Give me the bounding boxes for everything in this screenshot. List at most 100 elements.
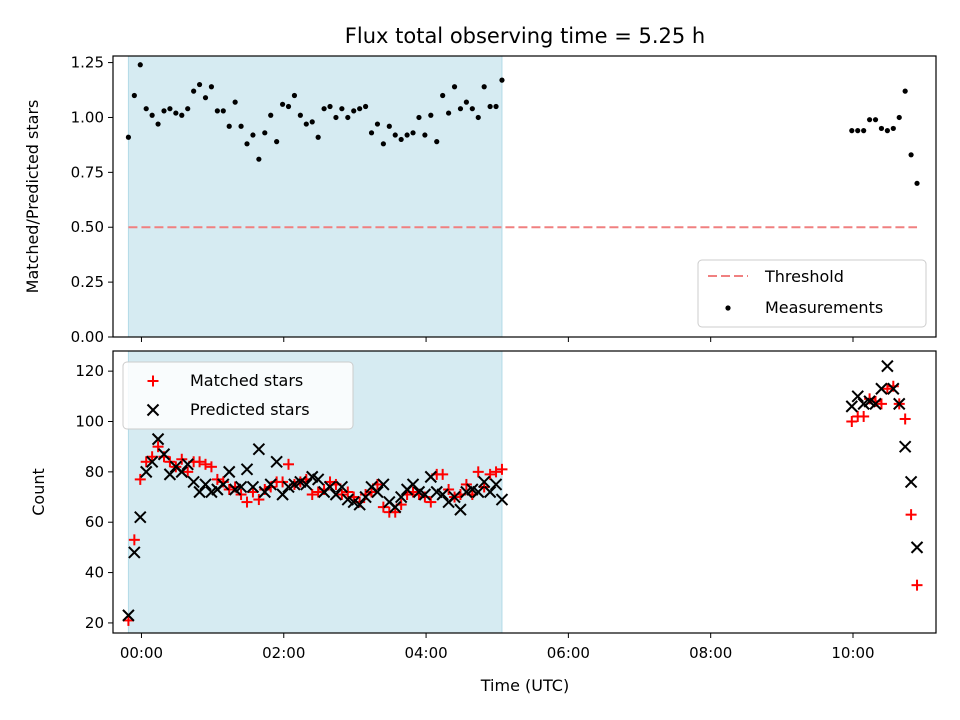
matched-legend-swatch bbox=[147, 375, 159, 387]
x-tick-label: 00:00 bbox=[120, 644, 163, 662]
measurement-point bbox=[493, 103, 499, 110]
marker-stroke bbox=[234, 480, 248, 494]
measurement-point bbox=[440, 92, 446, 99]
matched-point bbox=[312, 486, 324, 498]
marker-stroke bbox=[371, 485, 384, 499]
measurement-point bbox=[137, 62, 143, 68]
marker-stroke bbox=[146, 403, 160, 417]
measurement-point bbox=[214, 108, 220, 114]
marker-stroke bbox=[893, 397, 906, 411]
marker-stroke bbox=[311, 473, 325, 486]
predicted-point bbox=[234, 480, 248, 494]
matched-point bbox=[425, 496, 437, 508]
measurement-point bbox=[872, 117, 879, 123]
measurement-point bbox=[202, 95, 209, 101]
measurement-point bbox=[155, 121, 161, 127]
measurement-point bbox=[908, 152, 914, 158]
predicted-point bbox=[489, 478, 503, 491]
predicted-point bbox=[122, 609, 135, 622]
predicted-point bbox=[139, 465, 153, 479]
measurement-point bbox=[131, 92, 137, 99]
marker-stroke bbox=[430, 485, 443, 499]
measurement-point bbox=[404, 132, 410, 138]
marker-stroke bbox=[276, 488, 289, 501]
predicted-point bbox=[329, 488, 343, 501]
measurement-point bbox=[866, 117, 873, 123]
marker-stroke bbox=[466, 483, 479, 496]
matched-point bbox=[881, 383, 893, 395]
matched-point bbox=[134, 473, 146, 485]
marker-stroke bbox=[145, 455, 159, 468]
measurement-point bbox=[428, 112, 434, 118]
predicted-point bbox=[240, 463, 254, 476]
matched-legend-label: Matched stars bbox=[190, 371, 303, 390]
x-axis-label: Time (UTC) bbox=[480, 676, 569, 695]
measurement-point bbox=[481, 84, 487, 90]
marker-stroke bbox=[246, 480, 260, 494]
marker-stroke bbox=[353, 498, 366, 511]
predicted-point bbox=[311, 473, 325, 486]
marker-stroke bbox=[875, 382, 888, 395]
y-tick-label: 1.25 bbox=[71, 54, 104, 72]
predicted-point bbox=[436, 488, 449, 501]
measurement-point bbox=[392, 132, 398, 138]
matched-point bbox=[490, 466, 502, 478]
measurement-point bbox=[499, 77, 505, 83]
marker-stroke bbox=[406, 478, 420, 491]
matched-point bbox=[437, 468, 449, 480]
marker-stroke bbox=[377, 478, 390, 491]
measurement-point bbox=[351, 108, 357, 114]
matched-point bbox=[283, 458, 295, 470]
predicted-point bbox=[359, 490, 372, 504]
marker-stroke bbox=[175, 465, 188, 479]
matched-point bbox=[496, 463, 508, 475]
predicted-point bbox=[217, 478, 230, 491]
marker-stroke bbox=[134, 510, 147, 524]
predicted-point bbox=[910, 541, 924, 554]
marker-stroke bbox=[122, 609, 135, 622]
matched-point bbox=[241, 496, 253, 508]
predicted-point bbox=[199, 478, 212, 491]
predicted-point bbox=[851, 390, 864, 403]
predicted-point bbox=[881, 359, 894, 373]
matched-point bbox=[484, 468, 496, 480]
x-tick-label: 08:00 bbox=[689, 644, 732, 662]
measurement-point bbox=[457, 106, 464, 112]
marker-stroke bbox=[264, 478, 277, 491]
marker-stroke bbox=[323, 480, 337, 494]
measurement-point bbox=[849, 128, 855, 134]
marker-stroke bbox=[258, 485, 271, 499]
marker-stroke bbox=[139, 465, 153, 479]
marker-stroke bbox=[217, 478, 230, 491]
marker-stroke bbox=[477, 475, 491, 489]
predicted-point bbox=[875, 382, 888, 395]
y-tick-label: 120 bbox=[75, 362, 104, 380]
matched-point bbox=[875, 398, 887, 410]
measurement-point bbox=[268, 112, 274, 118]
count-panel: 00:00 02:00 04:00 06:00 08:00 10:00 20 40 60 80 1… bbox=[29, 350, 937, 662]
top-legend-box bbox=[697, 259, 927, 328]
x-tick-label: 04:00 bbox=[404, 644, 447, 662]
predicted-point bbox=[134, 510, 147, 524]
predicted-point bbox=[157, 448, 171, 461]
measurement-point bbox=[297, 112, 303, 118]
top-x-ticks bbox=[140, 337, 854, 342]
measurement-point bbox=[256, 156, 262, 162]
bottom-y-axis-label: Count bbox=[29, 468, 48, 516]
marker-stroke bbox=[187, 475, 200, 489]
marker-stroke bbox=[851, 390, 864, 403]
matched-point bbox=[899, 413, 911, 425]
y-tick-label: 1.00 bbox=[71, 108, 104, 126]
marker-stroke bbox=[199, 478, 212, 491]
measurement-point bbox=[161, 108, 167, 114]
matched-point bbox=[846, 416, 858, 427]
marker-stroke bbox=[128, 546, 141, 559]
predicted-point bbox=[223, 465, 236, 479]
x-tick-label: 06:00 bbox=[547, 644, 590, 662]
matched-point bbox=[182, 466, 194, 478]
x-tick-label: 02:00 bbox=[262, 644, 305, 662]
measurement-point bbox=[173, 110, 179, 116]
y-tick-label: 40 bbox=[85, 564, 104, 582]
predicted-point bbox=[869, 397, 882, 411]
